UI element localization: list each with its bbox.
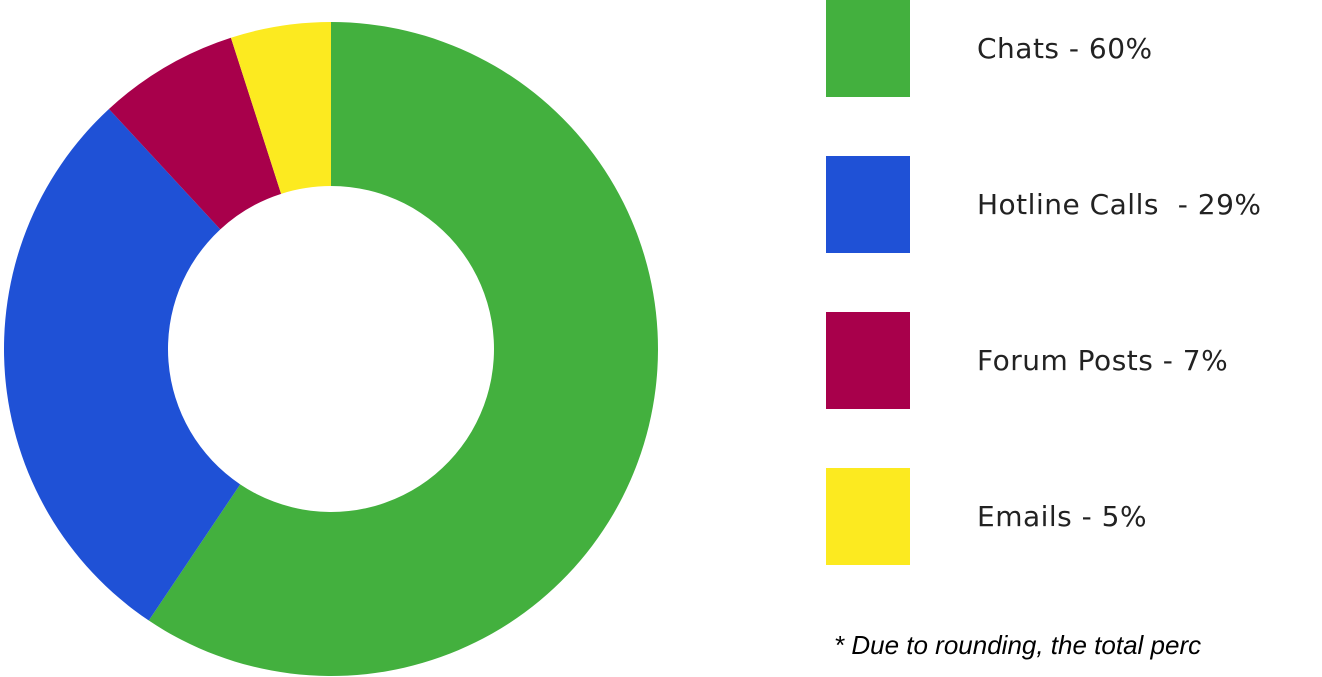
- legend-swatch-emails: [826, 468, 910, 565]
- legend-label-chats: Chats - 60%: [977, 32, 1153, 65]
- legend-label-forum-posts: Forum Posts - 7%: [977, 344, 1229, 377]
- legend-label-emails: Emails - 5%: [977, 500, 1148, 533]
- legend-item-forum-posts: Forum Posts - 7%: [826, 312, 1322, 409]
- footnote: * Due to rounding, the total perc: [834, 630, 1202, 660]
- legend-label-hotline-calls: Hotline Calls - 29%: [977, 188, 1262, 221]
- donut-slice-forum-posts: [108, 37, 282, 230]
- donut-chart: [3, 22, 658, 676]
- donut-slice-chats: [148, 22, 658, 676]
- donut-slice-hotline-calls: [3, 108, 241, 621]
- legend-swatch-chats: [826, 0, 910, 97]
- legend-swatch-hotline-calls: [826, 156, 910, 253]
- legend-item-chats: Chats - 60%: [826, 0, 1322, 97]
- legend-item-hotline-calls: Hotline Calls - 29%: [826, 156, 1322, 253]
- legend-item-emails: Emails - 5%: [826, 468, 1322, 565]
- legend-swatch-forum-posts: [826, 312, 910, 409]
- donut-slice-emails: [230, 22, 331, 194]
